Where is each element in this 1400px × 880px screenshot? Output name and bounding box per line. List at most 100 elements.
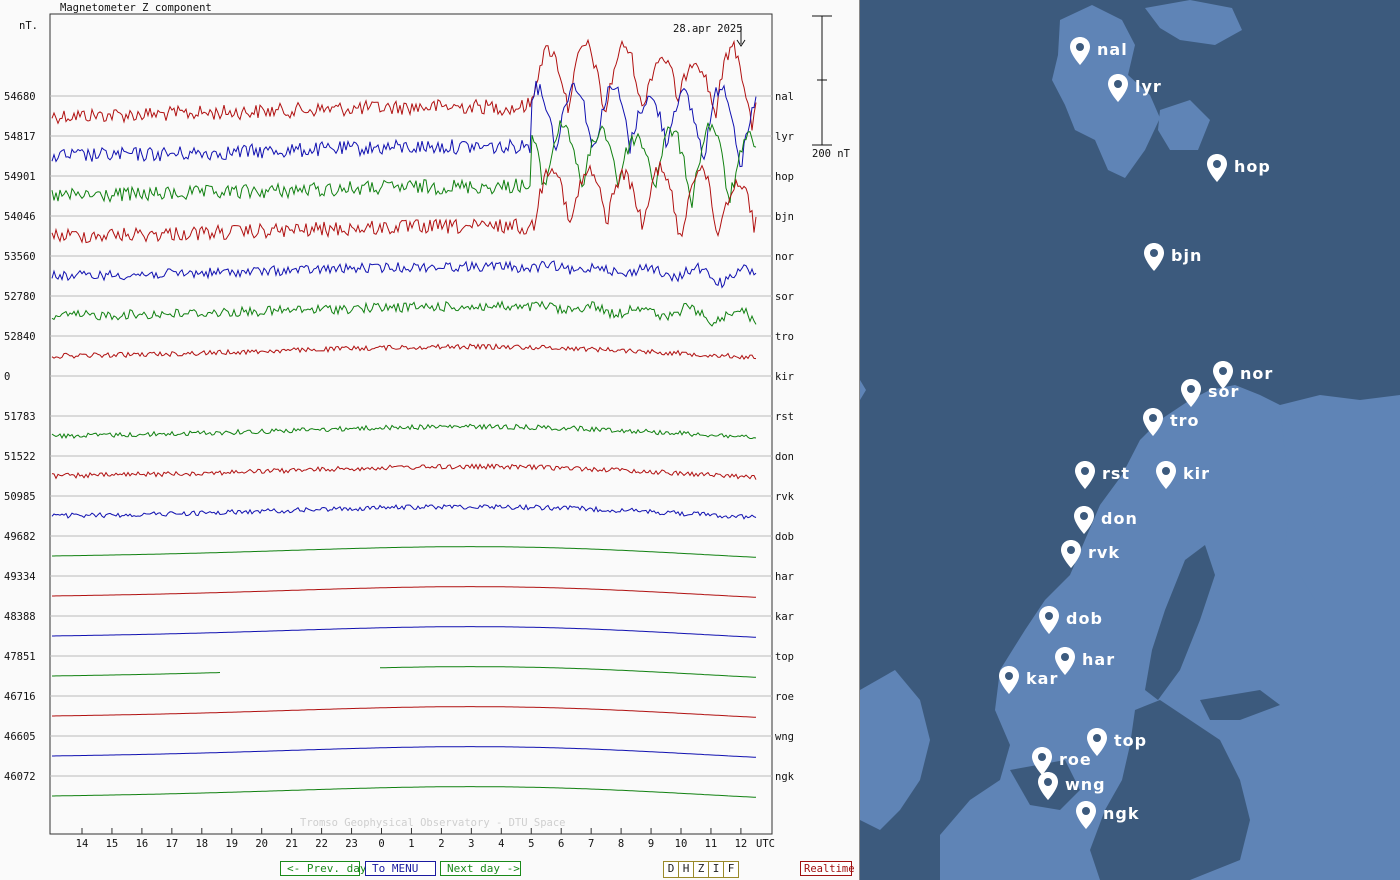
series-trace-don xyxy=(51,463,757,480)
component-i-button[interactable]: I xyxy=(709,862,724,877)
chart-title: Magnetometer Z component xyxy=(60,2,212,14)
x-tick-label: 18 xyxy=(195,838,208,850)
station-label: wng xyxy=(1065,775,1106,794)
magnetogram-panel: 54680 54817 54901 54046 53560 52780 52840 0 5178… xyxy=(4,0,860,880)
series-baseline-label: 52840 xyxy=(4,331,36,343)
series-baseline-label: 52780 xyxy=(4,291,36,303)
series-name-label: roe xyxy=(775,691,794,703)
series-name-label: har xyxy=(775,571,794,583)
series-baseline-label: 51522 xyxy=(4,451,36,463)
x-tick-label: 10 xyxy=(675,838,688,850)
menu-button[interactable]: To MENU xyxy=(365,861,436,876)
scale-bar-label: 200 nT xyxy=(812,148,851,160)
series-trace-roe xyxy=(52,706,757,718)
map-pin-icon xyxy=(999,666,1019,694)
station-label: hop xyxy=(1234,157,1271,176)
station-label: nor xyxy=(1240,364,1274,383)
component-z-button[interactable]: Z xyxy=(694,862,709,877)
series-baseline-label: 49334 xyxy=(4,571,36,583)
series-baseline-label: 54680 xyxy=(4,91,36,103)
series-name-label: rvk xyxy=(775,491,795,503)
station-label: kir xyxy=(1183,464,1211,483)
y-unit-label: nT. xyxy=(19,20,38,32)
map-pin-icon xyxy=(1144,243,1164,271)
series-baseline-label: 48388 xyxy=(4,611,36,623)
component-selector: D H Z I F xyxy=(663,861,739,878)
series-name-label: rst xyxy=(775,411,794,423)
next-day-button[interactable]: Next day -> xyxy=(440,861,521,876)
x-tick-label: 21 xyxy=(285,838,298,850)
map-pin-icon xyxy=(1143,408,1163,436)
station-label: don xyxy=(1101,509,1138,528)
series-trace-tro xyxy=(51,343,757,361)
series-name-label: dob xyxy=(775,531,794,543)
series-trace-top xyxy=(52,666,757,678)
series-trace-kar xyxy=(52,626,757,638)
component-d-button[interactable]: D xyxy=(664,862,679,877)
station-label: har xyxy=(1082,650,1116,669)
component-f-button[interactable]: F xyxy=(727,862,735,875)
x-tick-label: 17 xyxy=(166,838,179,850)
x-tick-label: 8 xyxy=(618,838,624,850)
series-name-label: kir xyxy=(775,371,794,383)
scale-bar xyxy=(812,15,832,146)
component-h-button[interactable]: H xyxy=(679,862,694,877)
x-tick-label: 16 xyxy=(136,838,149,850)
series-trace-bjn xyxy=(51,161,757,244)
x-tick-label: 19 xyxy=(225,838,238,850)
x-unit-label: UTC xyxy=(756,838,775,850)
x-tick-label: 12 xyxy=(735,838,748,850)
series-trace-rvk xyxy=(51,503,757,520)
series-trace-ngk xyxy=(52,786,757,798)
prev-day-button[interactable]: <- Prev. day xyxy=(280,861,366,876)
series-trace-dob xyxy=(52,546,757,558)
station-label: top xyxy=(1114,731,1148,750)
series-baseline-label: 46716 xyxy=(4,691,36,703)
station-label: rvk xyxy=(1088,543,1120,562)
x-tick-label: 7 xyxy=(588,838,594,850)
series-name-label: kar xyxy=(775,611,794,623)
series-baseline-label: 0 xyxy=(4,371,10,383)
series-baseline-label: 46072 xyxy=(4,771,36,783)
series-name-label: top xyxy=(775,651,794,663)
realtime-button[interactable]: Realtime xyxy=(800,861,855,876)
map-pin-icon xyxy=(1038,772,1058,800)
series-trace-sor xyxy=(51,300,757,327)
date-label: 28.apr 2025 xyxy=(673,23,743,35)
x-tick-label: 2 xyxy=(438,838,444,850)
map-pin-icon xyxy=(1181,379,1201,407)
series-name-label: hop xyxy=(775,171,794,183)
x-tick-label: 4 xyxy=(498,838,504,850)
series-trace-rst xyxy=(51,423,757,439)
map-pin-icon xyxy=(1055,647,1075,675)
series-trace-lyr xyxy=(51,80,757,168)
x-tick-label: 20 xyxy=(255,838,268,850)
station-label: ngk xyxy=(1103,804,1140,823)
series-name-label: wng xyxy=(775,731,794,743)
x-tick-label: 14 xyxy=(76,838,89,850)
map-pin-icon xyxy=(1076,801,1096,829)
series-baseline-label: 54901 xyxy=(4,171,36,183)
station-label: kar xyxy=(1026,669,1059,688)
series-trace-har xyxy=(52,586,757,598)
station-label: roe xyxy=(1059,750,1092,769)
x-tick-label: 9 xyxy=(648,838,654,850)
series-name-label: nal xyxy=(775,91,794,103)
series-name-label: ngk xyxy=(775,771,795,783)
map-pin-icon xyxy=(1108,74,1128,102)
station-map: nal lyr hop bjn nor sor tro kir rst don rvk dob har k… xyxy=(860,0,1400,880)
series-trace-nal xyxy=(51,38,757,131)
map-pin-icon xyxy=(1207,154,1227,182)
station-label: tro xyxy=(1170,411,1200,430)
map-pin-icon xyxy=(1074,506,1094,534)
map-pin-icon xyxy=(1156,461,1176,489)
x-tick-label: 22 xyxy=(315,838,328,850)
series-name-label: sor xyxy=(775,291,794,303)
station-label: dob xyxy=(1066,609,1103,628)
station-label: lyr xyxy=(1135,77,1162,96)
station-label: rst xyxy=(1102,464,1131,483)
series-trace-hop xyxy=(51,120,757,208)
map-pin-icon xyxy=(1087,728,1107,756)
map-pin-icon xyxy=(1032,747,1052,775)
x-tick-label: 3 xyxy=(468,838,474,850)
